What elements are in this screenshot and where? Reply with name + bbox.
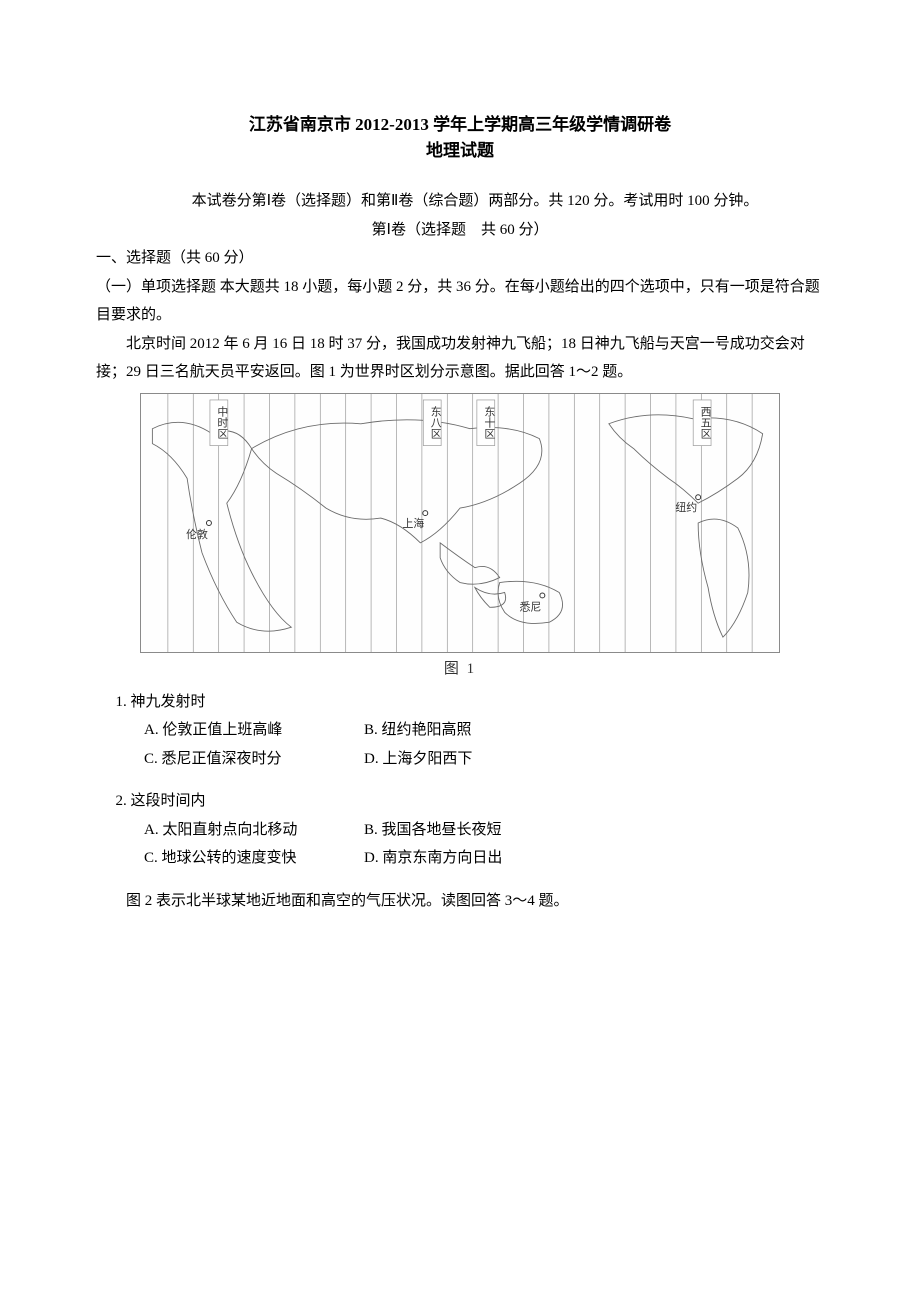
q1-options: A. 伦敦正值上班高峰 B. 纽约艳阳高照 C. 悉尼正值深夜时分 D. 上海夕… xyxy=(96,716,824,773)
spacer2 xyxy=(96,873,824,887)
q2-option-d: D. 南京东南方向日出 xyxy=(364,844,584,873)
city-london: 伦敦 xyxy=(186,526,208,540)
section-subheading: （一）单项选择题 本大题共 18 小题，每小题 2 分，共 36 分。在每小题给… xyxy=(96,273,824,330)
figure1-caption: 图 1 xyxy=(140,657,780,678)
city-sydney: 悉尼 xyxy=(520,600,542,613)
q2-options: A. 太阳直射点向北移动 B. 我国各地昼长夜短 C. 地球公转的速度变快 D.… xyxy=(96,816,824,873)
q1-option-b: B. 纽约艳阳高照 xyxy=(364,716,584,745)
passage1: 北京时间 2012 年 6 月 16 日 18 时 37 分，我国成功发射神九飞… xyxy=(96,330,824,387)
exam-page: 江苏省南京市 2012-2013 学年上学期高三年级学情调研卷 地理试题 本试卷… xyxy=(0,0,920,1302)
title-line2: 地理试题 xyxy=(96,138,824,164)
city-newyork: 纽约 xyxy=(675,500,697,514)
question-2: 2. 这段时间内 A. 太阳直射点向北移动 B. 我国各地昼长夜短 C. 地球公… xyxy=(96,787,824,873)
figure1-map: 中时区 东八区 东十区 西五区 伦敦 上海 悉尼 纽约 xyxy=(140,393,780,653)
question-1: 1. 神九发射时 A. 伦敦正值上班高峰 B. 纽约艳阳高照 C. 悉尼正值深夜… xyxy=(96,688,824,774)
label-xiwu: 西五区 xyxy=(699,405,711,438)
passage2: 图 2 表示北半球某地近地面和高空的气压状况。读图回答 3～4 题。 xyxy=(96,887,824,916)
instructions-line1: 本试卷分第Ⅰ卷（选择题）和第Ⅱ卷（综合题）两部分。共 120 分。考试用时 10… xyxy=(96,187,824,216)
q2-option-b: B. 我国各地昼长夜短 xyxy=(364,816,584,845)
city-shanghai: 上海 xyxy=(402,515,424,529)
label-dongshi: 东十区 xyxy=(483,405,495,438)
title-line1: 江苏省南京市 2012-2013 学年上学期高三年级学情调研卷 xyxy=(96,112,824,138)
section-heading: 一、选择题（共 60 分） xyxy=(96,244,824,273)
q1-option-a: A. 伦敦正值上班高峰 xyxy=(144,716,364,745)
label-dongba: 东八区 xyxy=(429,405,441,438)
q1-option-c: C. 悉尼正值深夜时分 xyxy=(144,745,364,774)
figure1-svg: 中时区 东八区 东十区 西五区 伦敦 上海 悉尼 纽约 xyxy=(141,394,779,652)
q2-stem: 2. 这段时间内 xyxy=(96,787,824,816)
q1-option-d: D. 上海夕阳西下 xyxy=(364,745,584,774)
q1-stem: 1. 神九发射时 xyxy=(96,688,824,717)
instructions-line2: 第Ⅰ卷（选择题 共 60 分） xyxy=(96,216,824,245)
q2-option-c: C. 地球公转的速度变快 xyxy=(144,844,364,873)
q2-option-a: A. 太阳直射点向北移动 xyxy=(144,816,364,845)
spacer1 xyxy=(96,773,824,787)
label-zhongshi: 中时区 xyxy=(216,405,228,438)
